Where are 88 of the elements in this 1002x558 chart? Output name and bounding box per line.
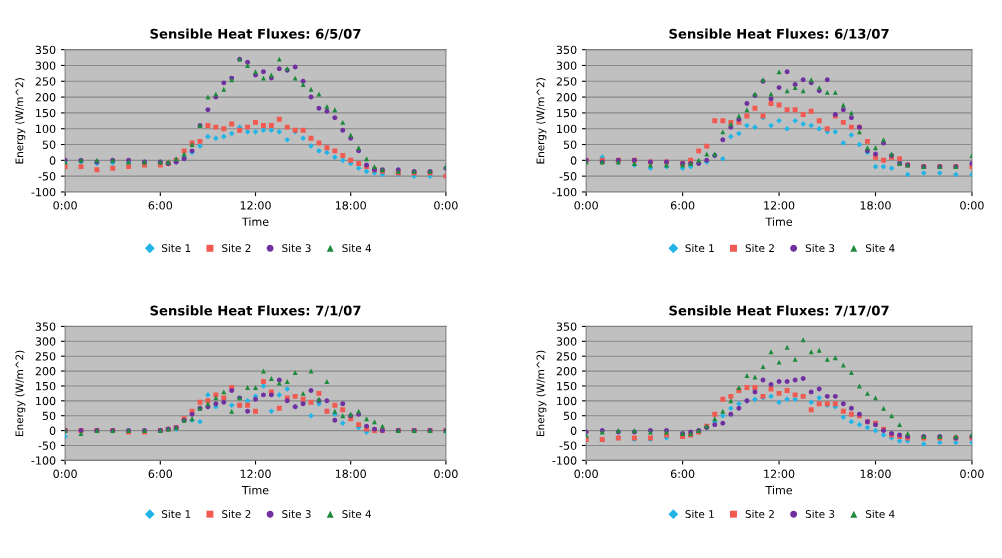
legend-label: Site 1 — [161, 509, 191, 518]
legend-label: Site 4 — [342, 509, 372, 518]
y-tick-label: 50 — [563, 411, 577, 421]
x-tick-label: 6:00 — [670, 469, 695, 478]
y-axis-title: Energy (W/m^2) — [536, 78, 547, 164]
y-tick-label: 300 — [556, 61, 577, 70]
chart-title: Sensible Heat Fluxes: 6/5/07 — [150, 28, 361, 40]
y-tick-label: -50 — [559, 441, 577, 450]
y-tick-label: 0 — [570, 426, 577, 435]
x-tick-label: 18:00 — [335, 469, 366, 478]
legend-label: Site 1 — [685, 509, 714, 518]
chart-title: Sensible Heat Fluxes: 6/13/07 — [669, 28, 889, 40]
y-tick-label: 0 — [49, 426, 56, 435]
y-tick-label: -50 — [559, 172, 577, 181]
y-axis-title: Energy (W/m^2) — [15, 350, 26, 436]
legend-label: Site 2 — [222, 509, 251, 518]
y-tick-label: 200 — [35, 93, 56, 102]
y-tick-label: 250 — [35, 77, 56, 86]
y-tick-label: 150 — [557, 108, 577, 118]
y-tick-label: -100 — [552, 187, 577, 197]
x-tick-label: 0:00 — [960, 201, 984, 210]
x-tick-label: 6:00 — [148, 469, 173, 478]
y-axis-title: Energy (W/m^2) — [15, 78, 26, 164]
legend-label: Site 2 — [222, 244, 251, 253]
x-tick-label: 12:00 — [240, 469, 271, 478]
x-tick-label: 18:00 — [860, 469, 891, 478]
x-tick-label: 6:00 — [148, 201, 173, 210]
y-tick-label: 250 — [35, 352, 56, 361]
x-tick-label: 0:00 — [434, 469, 458, 478]
y-tick-label: -50 — [38, 172, 56, 181]
legend-label: Site 1 — [161, 244, 191, 253]
x-tick-label: 18:00 — [860, 201, 891, 210]
y-tick-label: -100 — [31, 187, 56, 197]
legend-label: Site 3 — [282, 509, 311, 518]
x-tick-label: 6:00 — [670, 201, 695, 210]
y-tick-label: 50 — [563, 140, 577, 149]
x-tick-label: 0:00 — [574, 469, 598, 478]
y-tick-label: 300 — [35, 337, 56, 346]
legend-label: Site 4 — [342, 244, 372, 253]
y-tick-label: 50 — [42, 140, 56, 149]
y-tick-label: 300 — [35, 61, 56, 70]
x-tick-label: 12:00 — [764, 469, 795, 478]
legend-label: Site 3 — [805, 244, 835, 253]
x-axis-title: Time — [241, 485, 269, 495]
y-tick-label: -50 — [38, 441, 56, 450]
y-tick-label: 350 — [35, 322, 56, 331]
y-tick-label: 250 — [556, 352, 577, 361]
legend-label: Site 3 — [805, 509, 835, 518]
y-tick-label: 0 — [49, 156, 56, 165]
legend-label: Site 3 — [282, 244, 311, 253]
x-tick-label: 0:00 — [960, 469, 984, 478]
y-tick-label: 100 — [36, 124, 56, 134]
y-tick-label: 300 — [556, 337, 577, 346]
y-tick-label: 0 — [570, 156, 577, 165]
y-tick-label: 100 — [557, 396, 577, 406]
y-tick-label: 150 — [36, 381, 56, 391]
x-tick-label: 18:00 — [335, 201, 366, 210]
x-tick-label: 0:00 — [574, 201, 598, 210]
y-tick-label: 50 — [42, 411, 56, 421]
y-tick-label: -100 — [552, 456, 577, 465]
y-tick-label: 100 — [557, 124, 577, 134]
y-tick-label: 250 — [556, 77, 577, 86]
x-tick-label: 0:00 — [53, 469, 77, 478]
legend-label: Site 2 — [745, 509, 774, 518]
y-tick-label: 200 — [35, 367, 56, 376]
y-tick-label: -100 — [31, 456, 56, 465]
y-tick-label: 350 — [556, 322, 577, 331]
y-tick-label: 150 — [557, 381, 577, 391]
chart-title: Sensible Heat Fluxes: 7/1/07 — [150, 305, 361, 317]
legend-label: Site 4 — [865, 509, 895, 518]
x-tick-label: 12:00 — [764, 201, 795, 210]
x-axis-title: Time — [765, 217, 793, 226]
legend-label: Site 4 — [865, 244, 895, 253]
legend-label: Site 1 — [685, 244, 714, 253]
y-axis-title: Energy (W/m^2) — [536, 350, 547, 436]
y-tick-label: 150 — [36, 108, 56, 118]
y-tick-label: 200 — [556, 367, 577, 376]
chart-title: Sensible Heat Fluxes: 7/17/07 — [669, 305, 889, 317]
y-tick-label: 200 — [556, 93, 577, 102]
x-axis-title: Time — [765, 485, 793, 495]
y-tick-label: 350 — [35, 45, 56, 55]
y-tick-label: 350 — [556, 45, 577, 55]
x-axis-title: Time — [241, 217, 269, 226]
legend-label: Site 2 — [745, 244, 774, 253]
x-tick-label: 0:00 — [53, 201, 77, 210]
x-tick-label: 0:00 — [434, 201, 458, 210]
y-tick-label: 100 — [36, 396, 56, 406]
x-tick-label: 12:00 — [240, 201, 271, 210]
